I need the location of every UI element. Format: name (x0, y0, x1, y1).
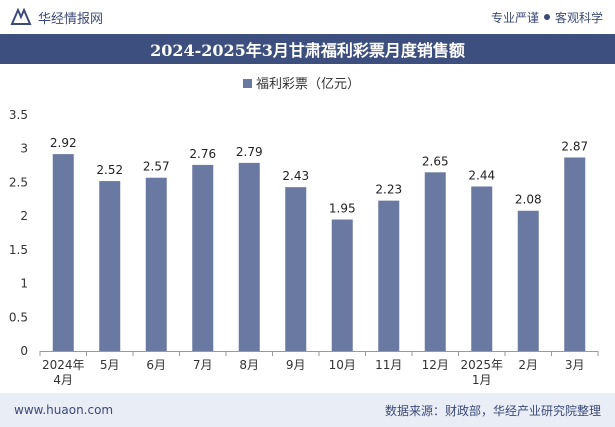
value-label: 2.76 (189, 147, 216, 161)
x-tick-label: 7月 (193, 358, 213, 372)
legend-swatch (243, 79, 252, 88)
bar (331, 219, 353, 351)
y-tick-label: 3 (20, 142, 28, 156)
brand-name: 华经情报网 (38, 11, 104, 27)
tagline-left: 专业严谨 (490, 10, 539, 25)
y-tick-label: 1.5 (9, 243, 28, 257)
bar (378, 200, 400, 351)
x-tick-label: 10月 (329, 358, 356, 372)
footer-url: www.huaon.com (14, 403, 114, 417)
y-tick-label: 3.5 (9, 108, 28, 122)
x-tick-label: 3月 (565, 358, 585, 372)
footer: www.huaon.com 数据来源：财政部，华经产业研究院整理 (0, 393, 615, 427)
value-label: 2.52 (96, 163, 123, 177)
value-label: 2.79 (236, 145, 263, 159)
bar (238, 162, 260, 351)
value-label: 2.44 (468, 168, 495, 182)
huajing-logo-icon (10, 8, 32, 25)
bar (471, 186, 493, 351)
bar (285, 187, 307, 351)
tagline-right: 客观科学 (554, 10, 603, 25)
value-label: 2.87 (561, 139, 588, 153)
tagline: 专业严谨 客观科学 (491, 9, 603, 26)
x-tick-label: 1月 (472, 373, 492, 387)
y-tick-label: 0 (20, 344, 28, 358)
x-tick-label: 2024年 (42, 358, 85, 372)
brand: 华经情报网 (10, 8, 103, 27)
data-source: 数据来源：财政部，华经产业研究院整理 (384, 403, 601, 418)
value-label: 2.08 (515, 193, 542, 207)
legend-label: 福利彩票（亿元） (256, 77, 360, 92)
value-label: 1.95 (329, 202, 356, 216)
x-tick-label: 6月 (146, 358, 166, 372)
x-tick-label: 5月 (100, 358, 120, 372)
x-tick-label: 12月 (422, 358, 449, 372)
chart-title: 2024-2025年3月甘肃福利彩票月度销售额 (0, 34, 615, 64)
bar (145, 177, 167, 351)
value-label: 2.65 (422, 154, 449, 168)
bar (99, 181, 121, 351)
value-label: 2.57 (143, 160, 170, 174)
value-label: 2.23 (375, 183, 402, 197)
top-bar: 华经情报网 专业严谨 客观科学 (0, 0, 615, 34)
x-tick-label: 9月 (286, 358, 306, 372)
x-tick-label: 8月 (239, 358, 259, 372)
bar (564, 157, 586, 351)
value-label: 2.43 (282, 169, 309, 183)
bar (192, 164, 214, 351)
x-tick-label: 11月 (375, 358, 402, 372)
bar (52, 154, 74, 351)
x-tick-label: 4月 (53, 373, 73, 387)
y-tick-label: 2.5 (9, 175, 28, 189)
bar (517, 210, 539, 351)
x-tick-label: 2025年 (460, 358, 503, 372)
y-tick-label: 1 (20, 277, 28, 291)
x-tick-label: 2月 (518, 358, 538, 372)
value-label: 2.92 (50, 136, 77, 150)
y-tick-label: 0.5 (9, 310, 28, 324)
separator-dot-icon (543, 14, 550, 20)
y-tick-label: 2 (20, 209, 28, 223)
bar (424, 172, 446, 351)
